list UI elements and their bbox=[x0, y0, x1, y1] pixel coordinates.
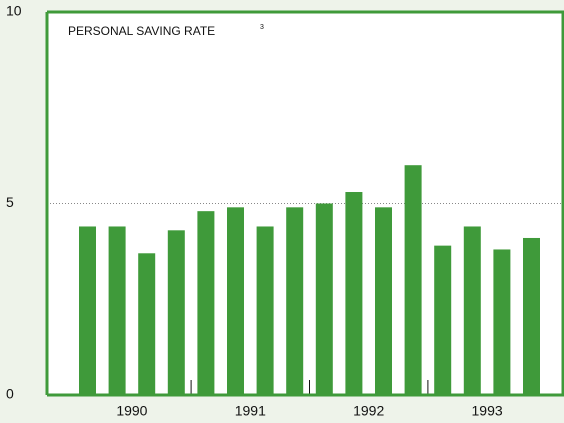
y-tick-label: 10 bbox=[6, 3, 22, 19]
title-footnote: 3 bbox=[260, 24, 264, 31]
bar bbox=[197, 211, 215, 395]
bar bbox=[286, 207, 304, 395]
bar bbox=[138, 253, 156, 395]
x-tick-label: 1993 bbox=[472, 403, 503, 419]
chart-title: PERSONAL SAVING RATE bbox=[68, 24, 215, 38]
x-tick-label: 1991 bbox=[235, 403, 266, 419]
x-tick-label: 1992 bbox=[353, 403, 384, 419]
bar bbox=[345, 192, 363, 395]
bar bbox=[523, 237, 540, 395]
bar bbox=[404, 165, 422, 395]
bar bbox=[227, 207, 244, 395]
bar bbox=[256, 226, 274, 395]
y-tick-label: 0 bbox=[6, 386, 14, 402]
bar bbox=[375, 207, 392, 395]
bar bbox=[315, 203, 333, 395]
bar bbox=[493, 249, 511, 395]
bar bbox=[167, 230, 185, 395]
y-tick-label: 5 bbox=[6, 194, 14, 210]
x-tick-label: 1990 bbox=[116, 403, 147, 419]
bar bbox=[434, 245, 452, 395]
bar bbox=[79, 226, 96, 395]
bar bbox=[108, 226, 126, 395]
bar bbox=[463, 226, 481, 395]
